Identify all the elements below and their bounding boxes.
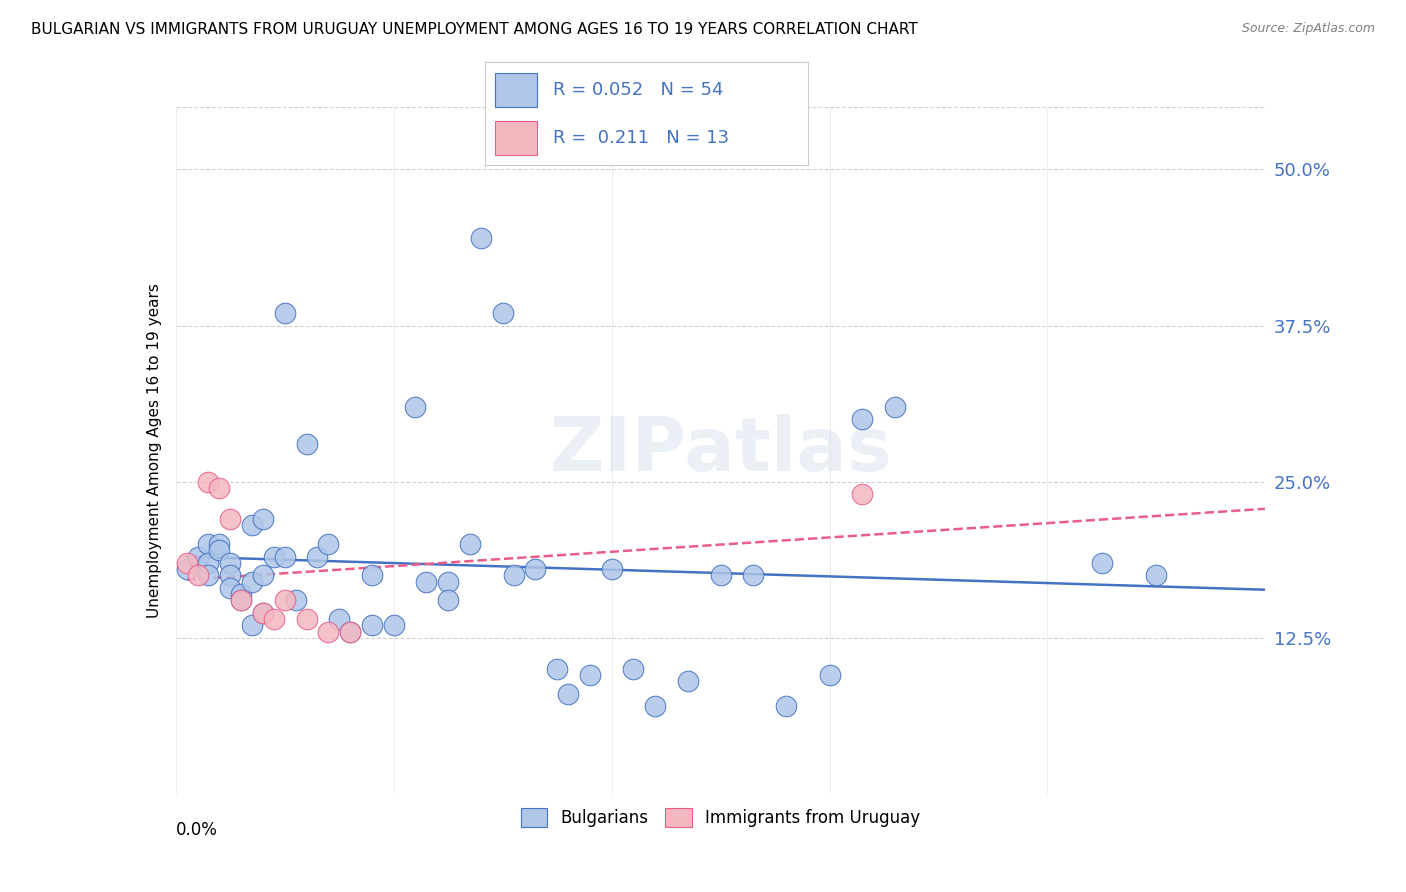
Point: [284, 593, 307, 607]
Text: Source: ZipAtlas.com: Source: ZipAtlas.com: [1241, 22, 1375, 36]
Point: [197, 537, 219, 551]
Point: [197, 475, 219, 489]
Point: [339, 624, 361, 639]
Point: [219, 512, 242, 526]
Point: [339, 624, 361, 639]
Point: [240, 518, 263, 533]
Point: [240, 618, 263, 632]
Point: [186, 568, 209, 582]
Point: [231, 587, 253, 601]
Point: [231, 593, 253, 607]
Point: [219, 581, 242, 595]
FancyBboxPatch shape: [495, 73, 537, 106]
Text: R = 0.052   N = 54: R = 0.052 N = 54: [553, 80, 724, 99]
Point: [600, 562, 623, 576]
Point: [274, 593, 297, 607]
Point: [219, 568, 242, 582]
Point: [208, 481, 231, 495]
Point: [405, 400, 427, 414]
Point: [263, 549, 285, 564]
FancyBboxPatch shape: [495, 121, 537, 155]
Point: [252, 606, 274, 620]
Point: [851, 412, 873, 426]
Text: ZIPatlas: ZIPatlas: [550, 414, 891, 487]
Point: [557, 687, 579, 701]
Point: [360, 618, 382, 632]
Point: [176, 556, 198, 570]
Point: [318, 624, 340, 639]
Point: [252, 568, 274, 582]
Point: [502, 568, 524, 582]
Point: [360, 568, 382, 582]
Point: [492, 306, 515, 320]
Point: [240, 574, 263, 589]
Point: [295, 612, 318, 626]
Point: [437, 593, 460, 607]
Point: [197, 568, 219, 582]
Point: [710, 568, 733, 582]
Point: [851, 487, 873, 501]
Point: [458, 537, 481, 551]
Point: [621, 662, 644, 676]
Point: [208, 543, 231, 558]
Legend: Bulgarians, Immigrants from Uruguay: Bulgarians, Immigrants from Uruguay: [515, 801, 927, 834]
Point: [176, 562, 198, 576]
Point: [775, 699, 797, 714]
Point: [274, 549, 297, 564]
Point: [546, 662, 568, 676]
Point: [1091, 556, 1114, 570]
Point: [524, 562, 547, 576]
Point: [328, 612, 350, 626]
Point: [644, 699, 666, 714]
Point: [437, 574, 460, 589]
Point: [742, 568, 765, 582]
Point: [884, 400, 907, 414]
Point: [1144, 568, 1167, 582]
Point: [208, 537, 231, 551]
Point: [307, 549, 329, 564]
Point: [676, 674, 699, 689]
Point: [295, 437, 318, 451]
Point: [382, 618, 405, 632]
Text: BULGARIAN VS IMMIGRANTS FROM URUGUAY UNEMPLOYMENT AMONG AGES 16 TO 19 YEARS CORR: BULGARIAN VS IMMIGRANTS FROM URUGUAY UNE…: [31, 22, 918, 37]
Text: R =  0.211   N = 13: R = 0.211 N = 13: [553, 128, 730, 147]
Point: [231, 593, 253, 607]
Point: [579, 668, 602, 682]
Point: [219, 556, 242, 570]
Point: [274, 306, 297, 320]
Point: [252, 512, 274, 526]
Point: [197, 556, 219, 570]
Point: [415, 574, 437, 589]
Point: [252, 606, 274, 620]
Point: [818, 668, 841, 682]
Text: 0.0%: 0.0%: [176, 822, 218, 839]
Point: [470, 231, 492, 245]
Point: [186, 549, 209, 564]
Point: [318, 537, 340, 551]
Point: [263, 612, 285, 626]
Y-axis label: Unemployment Among Ages 16 to 19 years: Unemployment Among Ages 16 to 19 years: [146, 283, 162, 618]
